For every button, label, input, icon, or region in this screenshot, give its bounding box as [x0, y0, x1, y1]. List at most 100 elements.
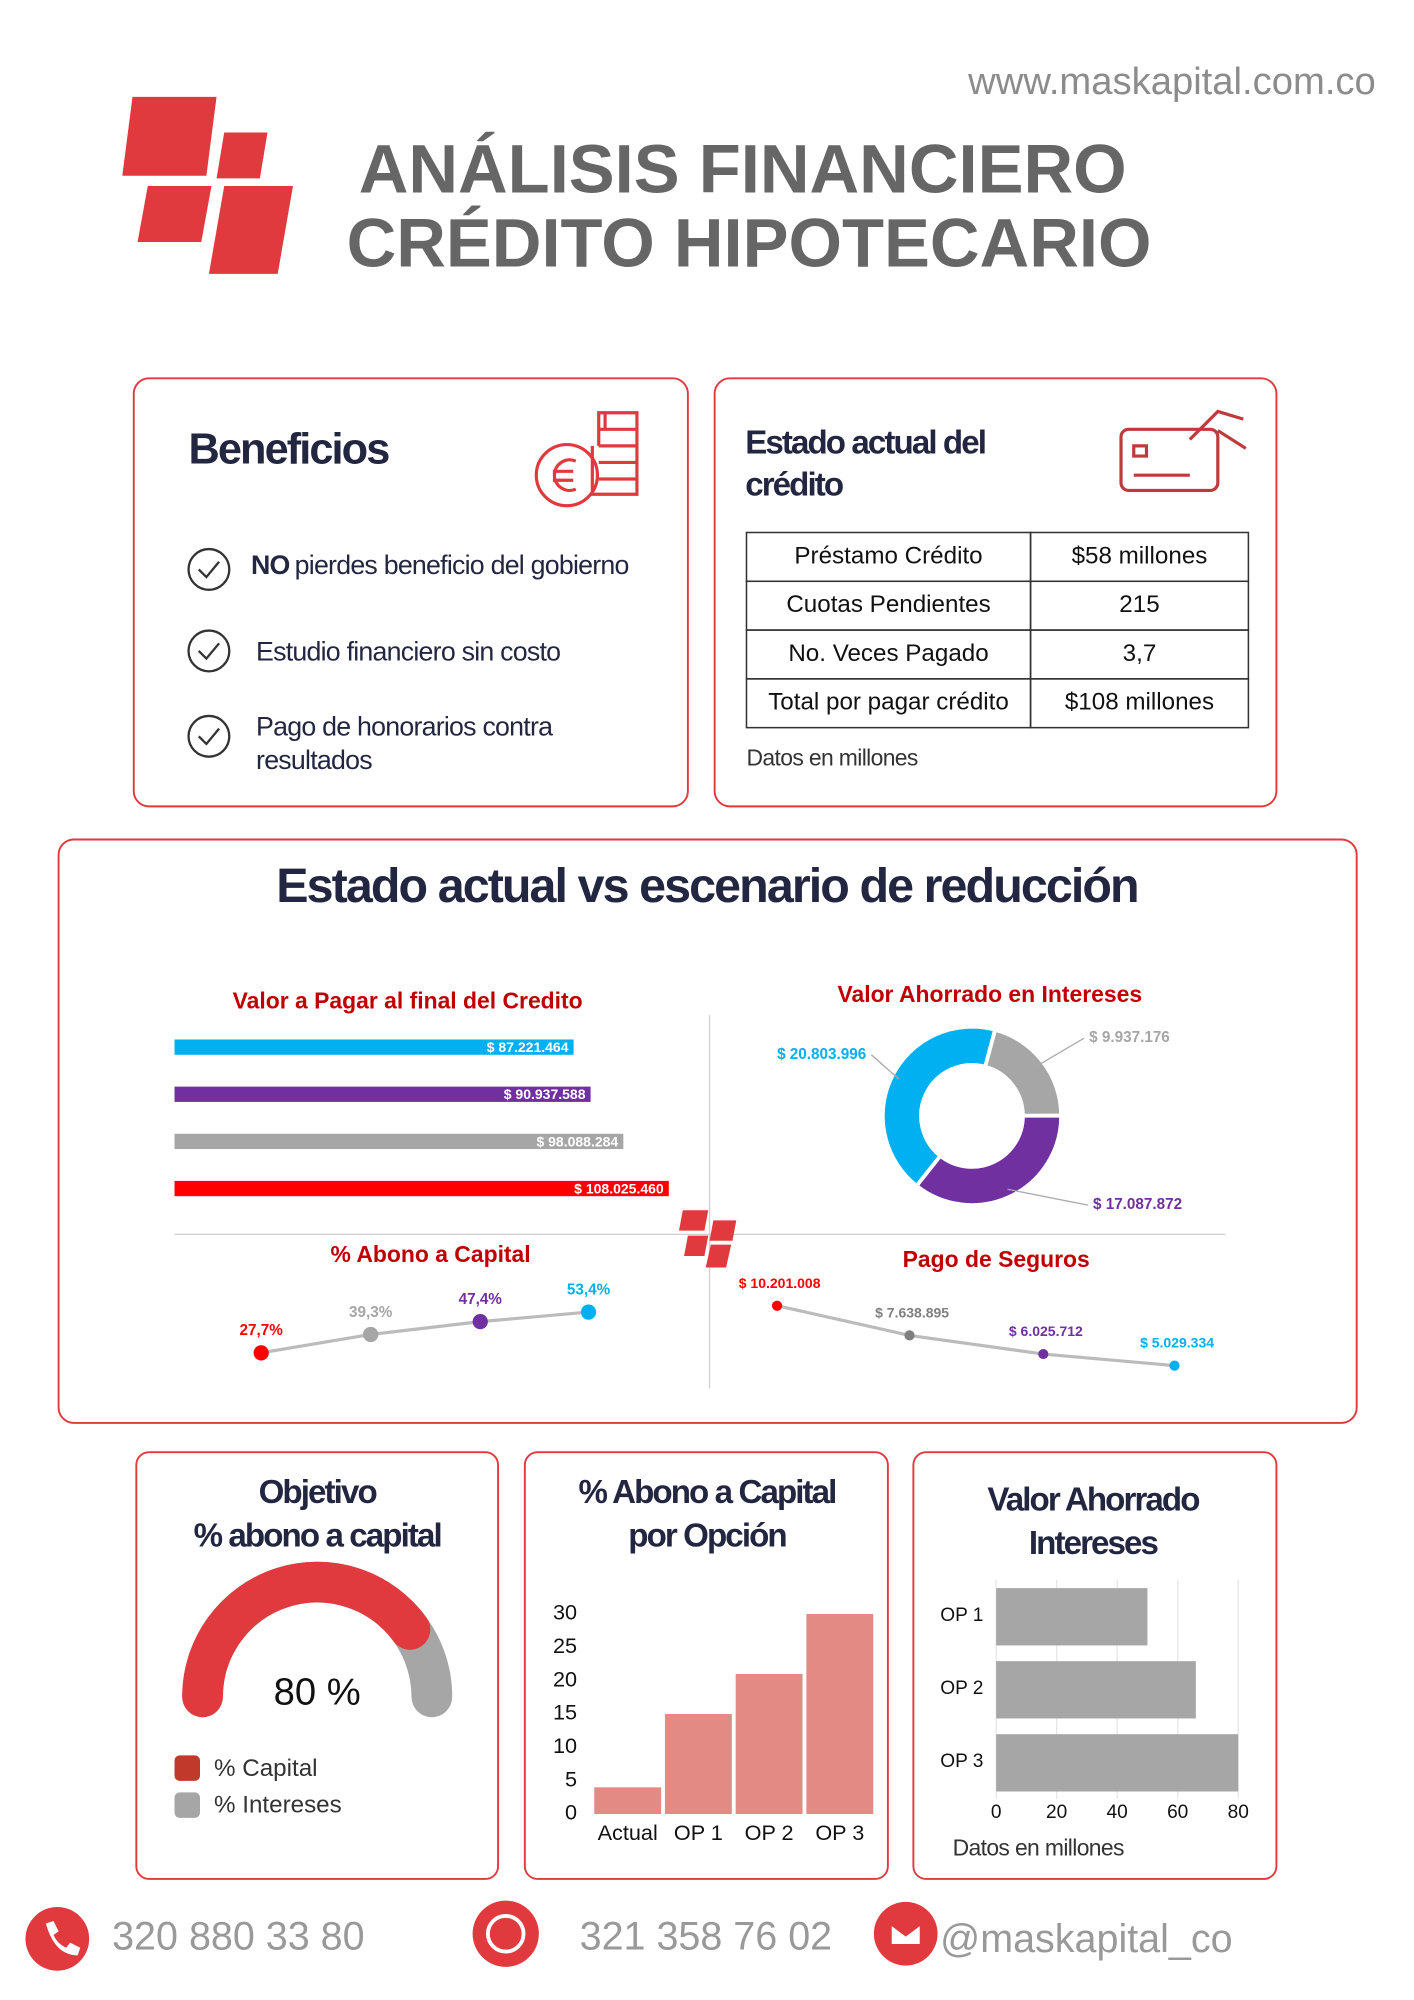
- chart-title: Valor Ahorrado en Intereses: [837, 981, 1142, 1007]
- table-text: $58 millones: [1072, 542, 1208, 569]
- website: www.maskapital.com.co: [967, 60, 1376, 103]
- point: [580, 1304, 597, 1320]
- data-label: $ 20.803.996: [777, 1046, 866, 1063]
- chart-title: Valor Ahorrado: [987, 1482, 1199, 1519]
- y-tick-label: OP 2: [940, 1678, 983, 1699]
- title: CRÉDITO HIPOTECARIO: [347, 205, 1152, 282]
- mail-glyph: [889, 1921, 923, 1947]
- title: ANÁLISIS FINANCIERO: [359, 131, 1127, 208]
- logo-piece: [709, 1220, 737, 1241]
- coin-stack: [552, 411, 639, 496]
- whatsapp-icon: [472, 1900, 539, 1967]
- table-text: $108 millones: [1065, 689, 1214, 716]
- data-label: $ 87.221.464: [487, 1039, 569, 1055]
- bar: [996, 1588, 1148, 1646]
- legend-swatch: [174, 1755, 200, 1781]
- table-text: Cuotas Pendientes: [786, 591, 990, 618]
- gauge-card: [135, 1451, 500, 1880]
- y-tick-label: 15: [553, 1700, 577, 1725]
- y-tick-label: 5: [565, 1766, 577, 1791]
- bar: [174, 1180, 669, 1197]
- credit-card: [713, 377, 1278, 808]
- logo-piece: [208, 185, 293, 274]
- chart-title: % abono a capital: [194, 1517, 441, 1554]
- check: [197, 642, 220, 661]
- x-tick-label: 20: [1046, 1802, 1067, 1823]
- line: [776, 1304, 1175, 1368]
- point: [1169, 1360, 1180, 1371]
- bar: [594, 1787, 662, 1815]
- bar: [806, 1614, 874, 1815]
- footer: 320 880 33 80 321 358 76 02 @maskapital_…: [25, 1900, 1233, 1971]
- data-label: $ 7.638.895: [875, 1304, 949, 1320]
- comparison-card: [57, 838, 1358, 1424]
- x-tick-label: OP 3: [815, 1820, 864, 1845]
- y-tick-label: 0: [565, 1800, 577, 1825]
- logo-piece: [137, 185, 212, 243]
- coins-icon: [534, 411, 639, 508]
- legend-label: % Intereses: [214, 1792, 342, 1819]
- x-tick-label: 0: [991, 1802, 1002, 1823]
- line: [260, 1310, 589, 1355]
- contact: @maskapital_co: [940, 1917, 1232, 1961]
- table-text: Total por pagar crédito: [768, 689, 1009, 716]
- bar: [174, 1039, 574, 1055]
- card-shape: [1119, 427, 1220, 493]
- check: [197, 727, 220, 746]
- x-tick-label: OP 2: [745, 1820, 794, 1845]
- y-tick-label: 10: [553, 1733, 577, 1758]
- point: [1038, 1348, 1049, 1360]
- gauge-label: 80 %: [274, 1670, 361, 1713]
- logo-piece: [705, 1244, 732, 1268]
- bar: [174, 1133, 624, 1150]
- whatsapp-glyph: [485, 1914, 526, 1954]
- chart-title: Intereses: [1029, 1525, 1159, 1562]
- bar: [735, 1674, 803, 1815]
- data-label: 47,4%: [459, 1291, 503, 1308]
- small-logo: [678, 1210, 737, 1268]
- data-label: $ 9.937.176: [1089, 1029, 1170, 1046]
- logo: [122, 96, 293, 274]
- card-icon: [1119, 409, 1247, 493]
- contact: 320 880 33 80: [112, 1914, 365, 1958]
- check: [197, 561, 220, 579]
- donut-slice: [880, 1024, 998, 1189]
- x-tick-label: OP 1: [674, 1820, 723, 1845]
- chart-title: Valor a Pagar al final del Credito: [233, 988, 583, 1014]
- check-circle: [187, 547, 231, 591]
- logo-piece: [684, 1235, 709, 1257]
- gauge-value: [182, 1561, 431, 1718]
- table-text: 3,7: [1123, 640, 1157, 667]
- card-title: Beneficios: [189, 426, 390, 474]
- x-tick-label: Actual: [598, 1820, 658, 1845]
- point: [904, 1330, 915, 1341]
- point: [253, 1345, 269, 1361]
- y-tick-label: 25: [553, 1633, 577, 1658]
- bar: [996, 1734, 1239, 1792]
- leader-line: [1007, 1188, 1089, 1206]
- data-label: 27,7%: [239, 1322, 283, 1339]
- table-text: 215: [1119, 591, 1159, 618]
- table-cell: [1029, 678, 1250, 729]
- card-detail: [1132, 409, 1247, 477]
- data-label: 53,4%: [567, 1281, 611, 1298]
- leader-line: [1036, 1037, 1085, 1067]
- leader-line: [870, 1054, 900, 1080]
- point: [771, 1300, 783, 1311]
- logo-piece: [216, 132, 268, 179]
- x-tick-label: 40: [1107, 1802, 1128, 1823]
- chart-title: % Abono a Capital: [579, 1474, 836, 1511]
- y-tick-label: 20: [553, 1666, 577, 1691]
- checks: [187, 547, 231, 758]
- data-label: $ 5.029.334: [1140, 1335, 1214, 1351]
- benefit: Estudio financiero sin costo: [256, 637, 560, 667]
- data-label: 39,3%: [349, 1304, 393, 1321]
- card-title: crédito: [745, 466, 843, 503]
- point: [472, 1313, 488, 1330]
- x-tick-label: 80: [1228, 1802, 1249, 1823]
- benefits-card: [132, 377, 689, 808]
- benefit-bold: NO: [251, 550, 290, 580]
- phone-glyph: [45, 1921, 81, 1956]
